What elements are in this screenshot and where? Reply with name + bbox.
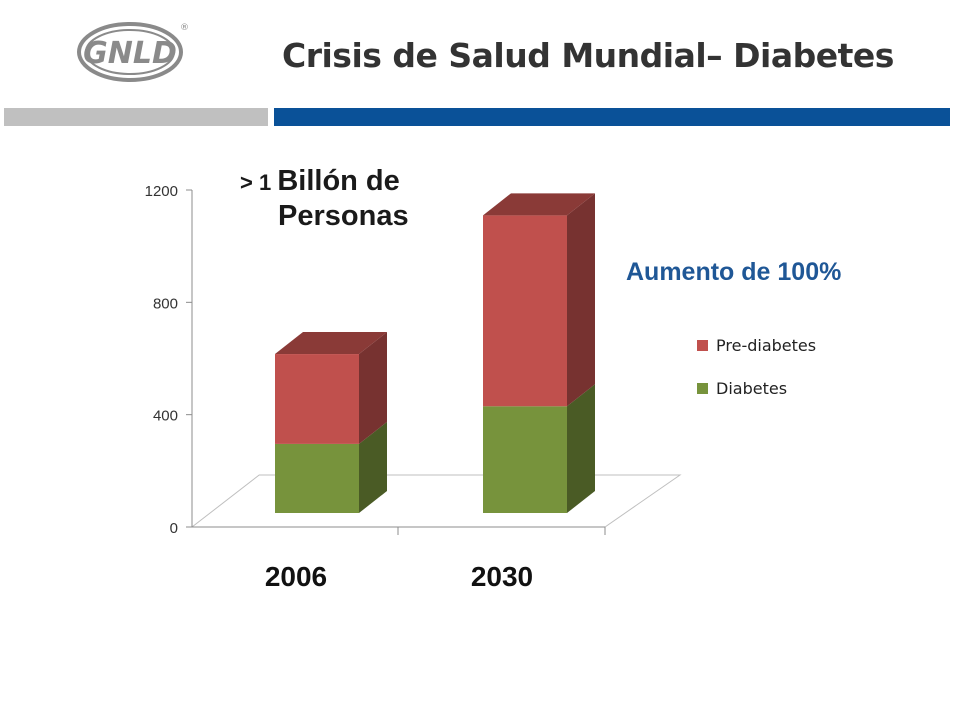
header-divider-blue: [274, 108, 950, 126]
legend-label-pre-diabetes: Pre-diabetes: [716, 336, 816, 355]
y-tick-label: 1200: [145, 183, 178, 200]
gnld-logo: GNLD ®: [77, 22, 188, 82]
chart-floor: [190, 474, 682, 528]
x-tick-label-2006: 2006: [265, 561, 327, 592]
legend-swatch-diabetes: [697, 383, 708, 394]
y-tick-label: 800: [153, 295, 178, 312]
bar-diabetes-2006-side: [359, 421, 387, 513]
y-tick-label: 0: [170, 520, 178, 537]
header-divider-gray: [4, 108, 268, 126]
registered-mark: ®: [180, 23, 188, 33]
y-tick-label: 400: [153, 408, 178, 425]
legend-label-diabetes: Diabetes: [716, 379, 787, 398]
bar-diabetes-2030: [483, 406, 567, 513]
bar-pre-diabetes-2030-side: [567, 193, 595, 407]
bar-pre-diabetes-2030-top: [483, 193, 595, 216]
bar-diabetes-2006: [275, 443, 359, 513]
logo-text: GNLD: [83, 36, 177, 71]
callout-prefix: > 1: [240, 170, 272, 195]
callout-total: > 1 Billón de Personas: [240, 165, 409, 233]
callout-word: Billón de: [277, 165, 400, 197]
increase-callout: Aumento de 100%: [626, 258, 842, 286]
bar-pre-diabetes-2006: [275, 354, 359, 444]
callout-line2: Personas: [278, 200, 409, 232]
page-title: Crisis de Salud Mundial– Diabetes: [282, 36, 894, 75]
bar-pre-diabetes-2006-side: [359, 332, 387, 444]
bar-diabetes-2030-side: [567, 384, 595, 513]
legend-swatch-pre-diabetes: [697, 340, 708, 351]
bar-pre-diabetes-2006-top: [275, 332, 387, 355]
x-tick-label-2030: 2030: [471, 561, 533, 592]
bar-pre-diabetes-2030: [483, 215, 567, 407]
